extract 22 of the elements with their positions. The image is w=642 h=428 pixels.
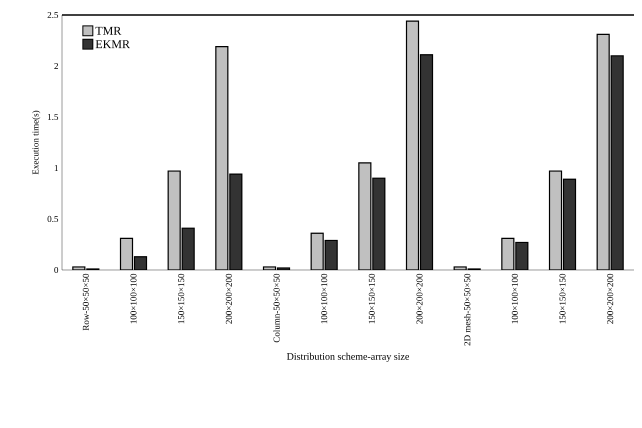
x-tick-label: 200×200×200 bbox=[416, 274, 423, 324]
y-axis-title: Execution time(s) bbox=[32, 110, 40, 174]
y-tick-label: 1.5 bbox=[48, 114, 58, 120]
x-tick-label: 100×100×100 bbox=[512, 274, 518, 324]
x-tick-label: 200×200×200 bbox=[226, 274, 232, 324]
x-tick-label: 200×200×200 bbox=[607, 274, 614, 324]
y-tick-label: 1 bbox=[54, 165, 58, 171]
y-tick-label: 2 bbox=[54, 63, 58, 69]
x-tick-label: Column-50×50×50 bbox=[273, 274, 280, 342]
x-axis-title: Distribution scheme-array size bbox=[286, 352, 410, 362]
y-tick-label: 0.5 bbox=[48, 216, 58, 222]
x-tick-label: 150×150×150 bbox=[559, 274, 566, 324]
y-tick-label: 0 bbox=[54, 266, 58, 274]
x-tick-label: 100×100×100 bbox=[130, 274, 137, 324]
legend-label: EKMR bbox=[96, 40, 130, 48]
x-tick-label: 150×150×150 bbox=[178, 274, 184, 324]
x-tick-label: 2D mesh-50×50×50 bbox=[464, 274, 470, 346]
legend-label: TMR bbox=[96, 26, 122, 35]
x-tick-label: Row-50×50×50 bbox=[82, 274, 89, 330]
x-tick-label: 150×150×150 bbox=[368, 274, 375, 324]
x-tick-label: 100×100×100 bbox=[321, 274, 328, 324]
y-tick-label: 2.5 bbox=[48, 12, 58, 18]
